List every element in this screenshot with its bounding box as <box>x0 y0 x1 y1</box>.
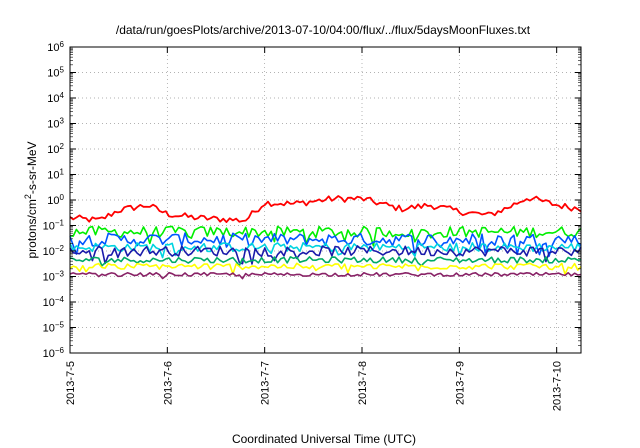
y-axis-label-sup: 2 <box>23 194 33 199</box>
series-line <box>69 262 582 276</box>
series-line <box>69 245 582 265</box>
series-line <box>69 256 582 267</box>
y-tick-label: 103 <box>47 116 64 131</box>
y-axis: 10−6 10−5 10−4 10−3 10−2 10−1 100 101 102 103 104 1… <box>43 40 581 361</box>
x-tick-label: 2013-7-9 <box>454 361 466 405</box>
x-tick-label: 2013-7-10 <box>552 361 564 411</box>
y-tick-label: 10−2 <box>43 244 65 259</box>
y-tick-label: 106 <box>47 40 64 55</box>
y-tick-label: 10−6 <box>43 346 65 361</box>
y-tick-label: 101 <box>47 167 64 182</box>
y-tick-label: 10−1 <box>43 218 65 233</box>
series-line <box>69 195 582 224</box>
x-tick-label: 2013-7-7 <box>260 361 272 405</box>
series-line <box>69 232 582 257</box>
y-axis-label: protons/cm2-s-sr-MeV <box>23 141 39 258</box>
y-axis-label-rest: -s-sr-MeV <box>25 141 39 194</box>
series-group <box>69 195 582 280</box>
x-axis-label: Coordinated Universal Time (UTC) <box>232 432 416 446</box>
y-tick-label: 105 <box>47 65 64 80</box>
y-tick-label: 100 <box>47 193 64 208</box>
y-tick-label: 102 <box>47 142 64 157</box>
x-tick-label: 2013-7-6 <box>162 361 174 405</box>
y-tick-label: 104 <box>47 91 64 106</box>
y-axis-label-base: protons/cm <box>25 199 39 258</box>
x-tick-label: 2013-7-8 <box>357 361 369 405</box>
series-line <box>69 271 582 280</box>
chart-title: /data/run/goesPlots/archive/2013-07-10/0… <box>116 23 531 37</box>
y-tick-label: 10−3 <box>43 269 65 284</box>
x-tick-label: 2013-7-5 <box>65 361 77 405</box>
y-tick-label: 10−5 <box>43 320 65 335</box>
y-tick-label: 10−4 <box>43 295 65 310</box>
series-line <box>69 242 582 259</box>
x-axis: 2013-7-5 2013-7-6 2013-7-7 2013-7-8 2013-7-9… <box>65 47 564 411</box>
series-line <box>69 225 582 247</box>
